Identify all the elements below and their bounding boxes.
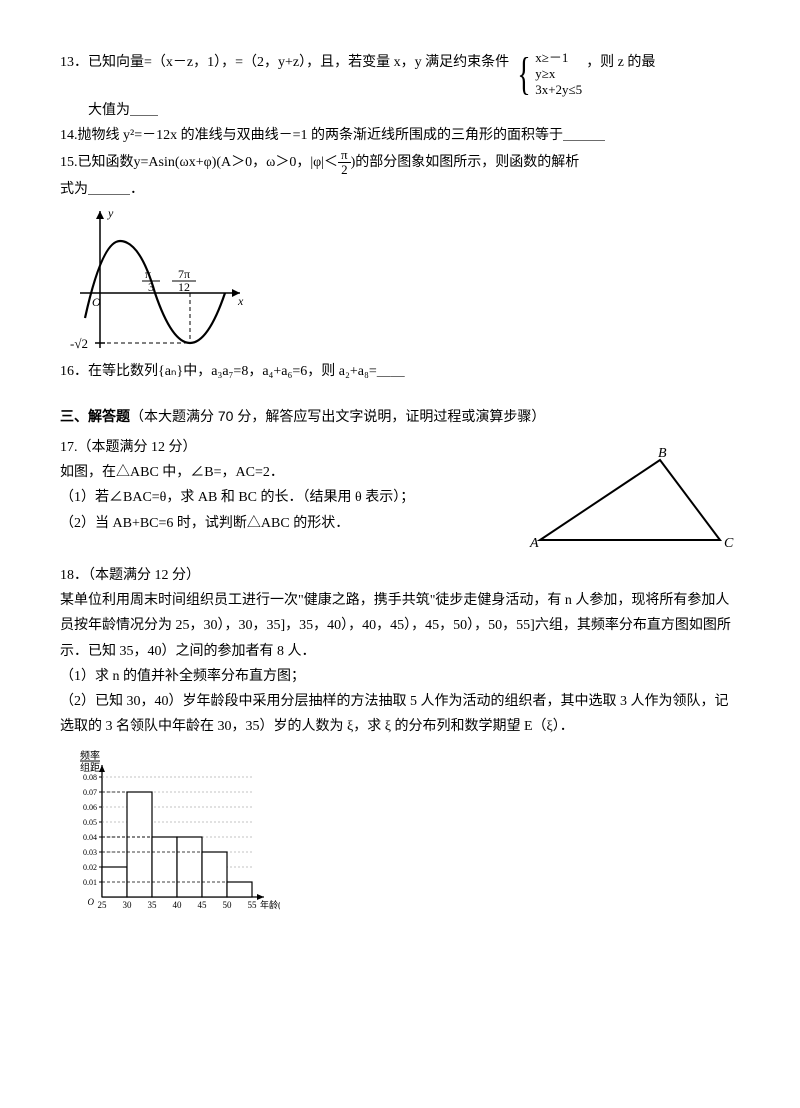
brace-icon: { [518, 51, 531, 97]
svg-text:0.01: 0.01 [83, 878, 97, 887]
svg-text:0.06: 0.06 [83, 803, 97, 812]
fraction-num: π [338, 148, 351, 163]
q17-l3: （2）当 AB+BC=6 时，试判断△ABC 的形状． [60, 511, 510, 536]
vertex-c: C [724, 536, 734, 551]
q15-formula-a: y=Asin(ωx+φ)(A＞0，ω＞0，|φ|＜ [134, 150, 339, 175]
question-17: 17.（本题满分 12 分） 如图，在△ABC 中，∠B=，AC=2． （1）若… [60, 435, 740, 555]
svg-text:0.05: 0.05 [83, 818, 97, 827]
constraint-3: 3x+2y≤5 [535, 82, 582, 98]
histogram-figure: 频率组距0.080.070.060.050.040.030.020.012530… [60, 747, 280, 917]
svg-text:25: 25 [98, 900, 108, 910]
svg-text:年龄(岁): 年龄(岁) [260, 899, 280, 910]
question-16: 16．在等比数列{aₙ}中，a₃a₇=8，a₄+a₆=6，则 a₂+a₈=＿＿ [60, 359, 740, 384]
fraction-den: 2 [338, 163, 351, 177]
question-13: 13． 已知向量=（x－z，1），=（2，y+z），且，若变量 x，y 满足约束… [60, 50, 740, 123]
q18-p2: （1）求 n 的值并补全频率分布直方图； [60, 664, 740, 689]
constraint-block: { x≥－1 y≥x 3x+2y≤5 [513, 50, 582, 98]
svg-text:π: π [145, 267, 151, 281]
svg-text:30: 30 [123, 900, 133, 910]
q15-pre: 15.已知函数 [60, 150, 134, 175]
svg-text:0.02: 0.02 [83, 863, 97, 872]
svg-text:50: 50 [223, 900, 233, 910]
triangle-figure: A B C [520, 445, 740, 555]
svg-text:40: 40 [173, 900, 183, 910]
constraint-1: x≥－1 [535, 50, 582, 66]
svg-text:x: x [237, 294, 244, 308]
q17-head: 17.（本题满分 12 分） [60, 435, 510, 460]
section-3-header: 三、解答题（本大题满分 70 分，解答应写出文字说明，证明过程或演算步骤） [60, 404, 740, 429]
q15-post: 的部分图象如图所示，则函数的解析 [355, 150, 579, 175]
svg-text:55: 55 [248, 900, 258, 910]
constraint-2: y≥x [535, 66, 582, 82]
svg-text:0.04: 0.04 [83, 833, 97, 842]
svg-text:7π: 7π [178, 267, 190, 281]
q13-line2: 大值为＿＿ [60, 98, 740, 123]
vertex-b: B [658, 446, 667, 461]
question-18: 18．（本题满分 12 分） 某单位利用周末时间组织员工进行一次"健康之路，携手… [60, 563, 740, 917]
q18-p3: （2）已知 30，40）岁年龄段中采用分层抽样的方法抽取 5 人作为活动的组织者… [60, 689, 740, 739]
svg-text:O: O [92, 295, 101, 309]
svg-text:O: O [88, 897, 95, 907]
svg-text:0.08: 0.08 [83, 773, 97, 782]
q13-text-a: 已知向量=（x－z，1），=（2，y+z），且，若变量 x，y 满足约束条件 [88, 50, 509, 75]
q15-fraction: π 2 [338, 148, 351, 177]
svg-text:3: 3 [148, 280, 154, 294]
q13-text-b: ，则 z 的最 [586, 50, 655, 75]
question-14: 14.抛物线 y²=－12x 的准线与双曲线－=1 的两条渐近线所围成的三角形的… [60, 123, 740, 148]
svg-text:35: 35 [148, 900, 158, 910]
vertex-a: A [529, 536, 539, 551]
q15-line2: 式为＿＿＿． [60, 177, 740, 202]
section-3-title: 三、解答题 [60, 408, 130, 424]
q13-num: 13． [60, 50, 88, 75]
svg-text:12: 12 [178, 280, 190, 294]
section-3-note: （本大题满分 70 分，解答应写出文字说明，证明过程或演算步骤） [130, 408, 545, 424]
q17-l1: 如图，在△ABC 中，∠B=，AC=2． [60, 460, 510, 485]
svg-text:45: 45 [198, 900, 208, 910]
svg-text:频率: 频率 [80, 749, 100, 762]
svg-text:0.07: 0.07 [83, 788, 97, 797]
svg-text:y: y [107, 206, 114, 220]
sine-graph: O x y π 3 7π 12 -√2 [60, 203, 250, 353]
svg-text:0.03: 0.03 [83, 848, 97, 857]
q18-head: 18．（本题满分 12 分） [60, 563, 740, 588]
q17-l2: （1）若∠BAC=θ，求 AB 和 BC 的长．（结果用 θ 表示）； [60, 485, 510, 510]
question-15: 15.已知函数 y=Asin(ωx+φ)(A＞0，ω＞0，|φ|＜ π 2 ) … [60, 148, 740, 352]
q18-p1: 某单位利用周末时间组织员工进行一次"健康之路，携手共筑"徒步走健身活动，有 n … [60, 588, 740, 664]
svg-text:-√2: -√2 [70, 336, 88, 351]
